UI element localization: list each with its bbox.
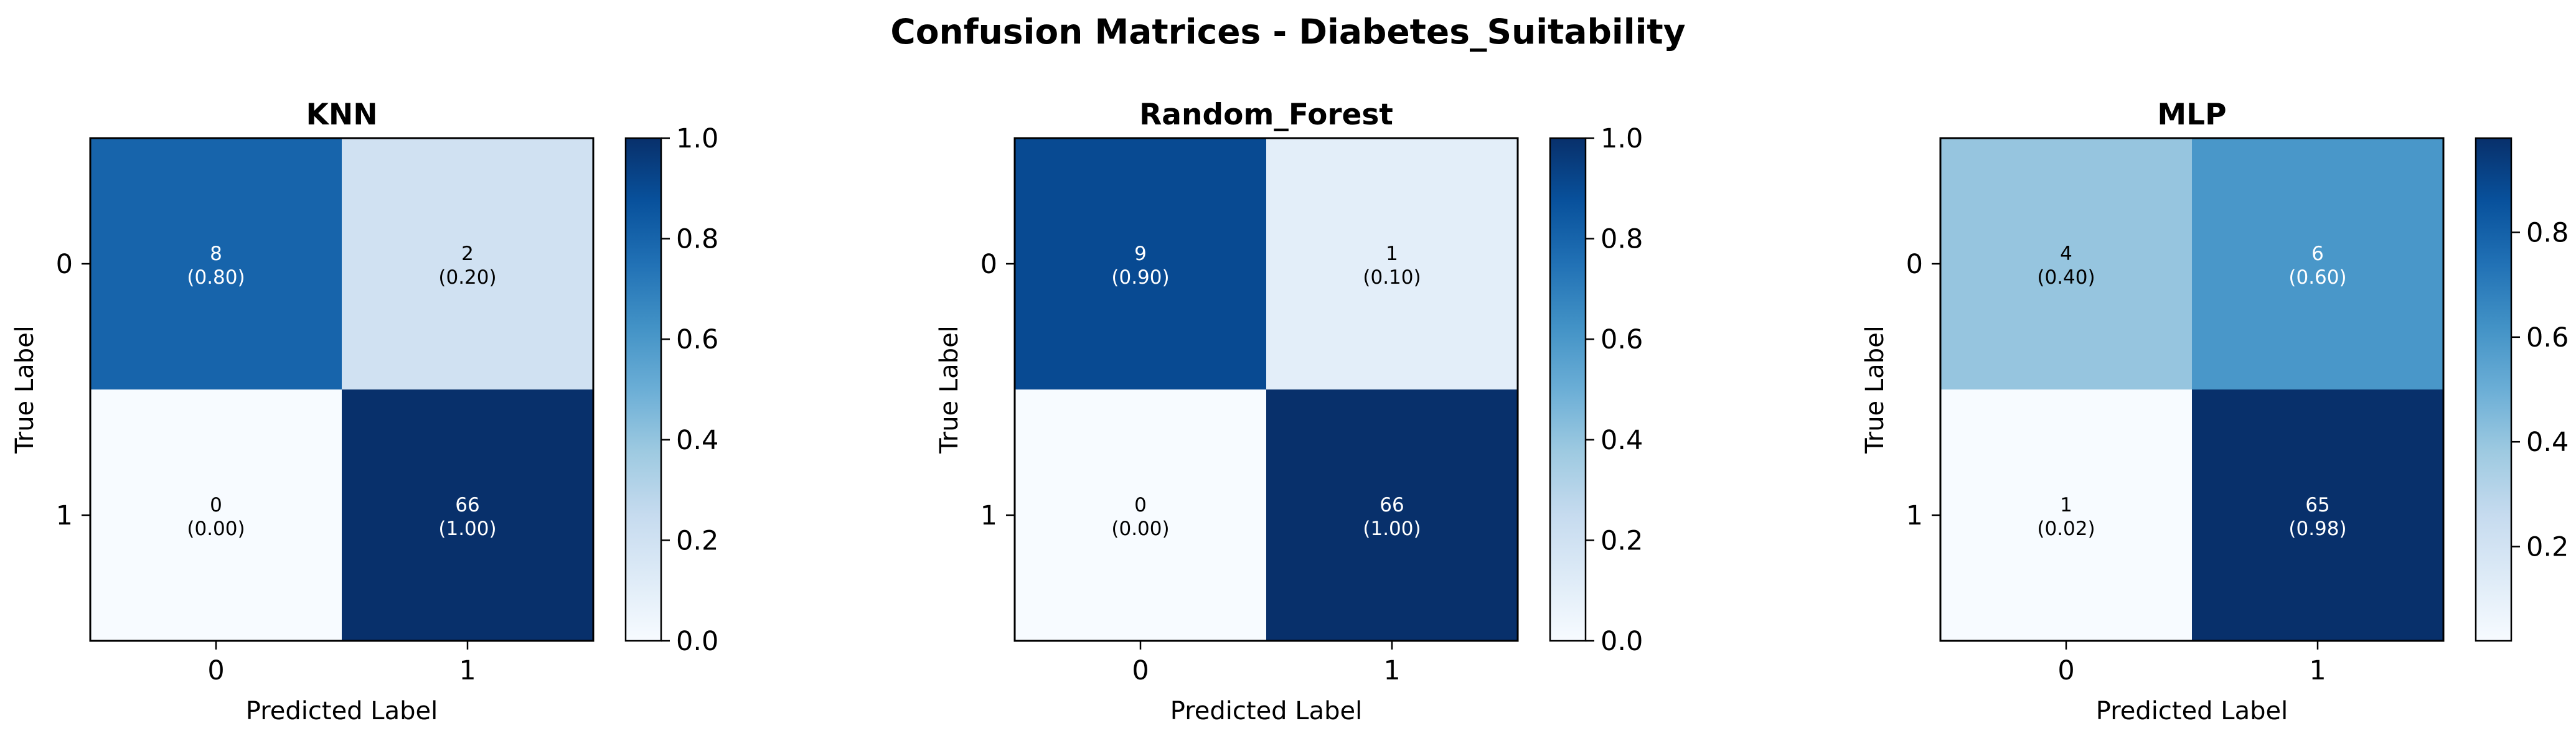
matrix-cell: [1940, 138, 2192, 389]
y-tick-label: 1: [56, 500, 73, 531]
cell-value-label: 4 (0.40): [2037, 243, 2095, 289]
colorbar-tick-label: 0.4: [1601, 425, 1643, 456]
x-tick-label: 0: [207, 655, 224, 686]
cell-value-label: 6 (0.60): [2288, 243, 2346, 289]
cell-value-label: 65 (0.98): [2288, 494, 2346, 540]
cell-value-label: 66 (1.00): [1363, 494, 1421, 540]
y-tick-label: 1: [980, 500, 997, 531]
cell-value-label: 1 (0.02): [2037, 494, 2095, 540]
matrix-cell: [2192, 138, 2443, 389]
cell-value-label: 1 (0.10): [1363, 243, 1421, 289]
matrix-cell: [1015, 389, 1266, 641]
colorbar-tick-label: 0.0: [676, 626, 718, 657]
cell-value-label: 0 (0.00): [187, 494, 245, 540]
colorbar-frame: [2475, 137, 2513, 642]
colorbar-tick-label: 0.2: [676, 525, 718, 556]
matrix-cell: [2192, 389, 2443, 641]
y-tick-label: 0: [980, 249, 997, 280]
matrix-cell: [342, 138, 593, 389]
colorbar-tick-label: 1.0: [1601, 123, 1643, 154]
y-tick-label: 0: [56, 249, 73, 280]
panel-0: 8 (0.80) 2 (0.20) 0 (0.00) 66 (1.00) KNN 0 1 0 1 Pred…: [11, 98, 718, 725]
colorbar-tick-label: 0.0: [1601, 626, 1643, 657]
panel-title: Random_Forest: [1139, 98, 1393, 132]
cell-value-label: 0 (0.00): [1111, 494, 1169, 540]
matrix-cell: [90, 138, 342, 389]
colorbar-tick-label: 0.8: [2526, 218, 2569, 249]
colorbar-tick-label: 0.4: [2526, 427, 2569, 458]
x-tick-label: 1: [1383, 655, 1400, 686]
matrix-frame: [1013, 137, 1519, 642]
colorbar-tick-label: 0.2: [2526, 532, 2569, 563]
y-axis-label: True Label: [1861, 325, 1889, 454]
x-axis-label: Predicted Label: [2096, 697, 2288, 725]
panel-1: 9 (0.90) 1 (0.10) 0 (0.00) 66 (1.00) Random_Fore…: [935, 98, 1643, 725]
colorbar-gradient: [1550, 138, 1586, 641]
x-axis-label: Predicted Label: [1170, 697, 1362, 725]
colorbar-frame: [1549, 137, 1587, 642]
y-tick-label: 1: [1906, 500, 1923, 531]
matrix-frame: [1939, 137, 2445, 642]
colorbar-frame: [624, 137, 662, 642]
figure-title: Confusion Matrices - Diabetes_Suitabilit…: [890, 12, 1685, 52]
y-tick-label: 0: [1906, 249, 1923, 280]
colorbar-tick-label: 0.6: [1601, 324, 1643, 355]
x-axis-label: Predicted Label: [246, 697, 438, 725]
y-axis-label: True Label: [935, 325, 964, 454]
matrix-cell: [1266, 138, 1518, 389]
x-tick-label: 0: [2057, 655, 2074, 686]
panel-title: KNN: [306, 98, 377, 132]
colorbar-tick-label: 0.6: [2526, 322, 2569, 353]
panel-title: MLP: [2157, 98, 2226, 132]
cell-value-label: 2 (0.20): [438, 243, 496, 289]
cell-value-label: 9 (0.90): [1111, 243, 1169, 289]
matrix-cell: [342, 389, 593, 641]
x-tick-label: 0: [1132, 655, 1149, 686]
x-tick-label: 1: [2309, 655, 2326, 686]
matrix-cell: [1015, 138, 1266, 389]
y-axis-label: True Label: [11, 325, 39, 454]
cell-value-label: 66 (1.00): [438, 494, 496, 540]
cell-value-label: 8 (0.80): [187, 243, 245, 289]
panel-2: 4 (0.40) 6 (0.60) 1 (0.02) 65 (0.98) MLP 0 1 0 1 Pred…: [1861, 98, 2569, 725]
colorbar-tick-label: 0.2: [1601, 525, 1643, 556]
colorbar-gradient: [2476, 138, 2511, 641]
matrix-cell: [1266, 389, 1518, 641]
x-tick-label: 1: [459, 655, 476, 686]
colorbar-tick-label: 1.0: [676, 123, 718, 154]
colorbar-gradient: [626, 138, 661, 641]
colorbar-tick-label: 0.8: [1601, 224, 1643, 255]
colorbar-tick-label: 0.8: [676, 224, 718, 255]
colorbar-tick-label: 0.4: [676, 425, 718, 456]
matrix-cell: [1940, 389, 2192, 641]
colorbar-tick-label: 0.6: [676, 324, 718, 355]
matrix-cell: [90, 389, 342, 641]
matrix-frame: [89, 137, 595, 642]
